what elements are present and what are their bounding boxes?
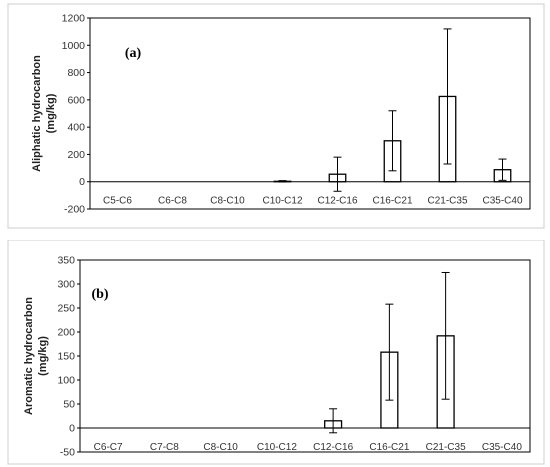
chart-frame [7, 240, 545, 465]
category-label: C8-C10 [203, 442, 238, 453]
chart-panel-a: -200 0 200 400 600 800 1000 1200 C5-C6 C6-C8 C8-C1… [0, 0, 550, 232]
category-label: C5-C6 [103, 196, 132, 207]
category-label: C12-C16 [317, 196, 357, 207]
y-tick-label: 1200 [62, 13, 86, 25]
chart-panel-b: -50 0 50 100 150 200 250 300 350 C6-C7 C7-C8 C8-C10… [0, 240, 550, 467]
plot-area [79, 259, 531, 453]
chart-frame [7, 3, 545, 229]
y-tick-label: 300 [57, 279, 75, 291]
plot-area [89, 17, 531, 210]
category-label: C21-C35 [427, 196, 467, 207]
y-axis-label-line1: Aromatic hydrocarbon [23, 297, 35, 415]
panel-label: (a) [125, 46, 142, 61]
y-axis-label-line1: Aliphatic hydrocarbon [31, 55, 43, 172]
y-axis-label: Aromatic hydrocarbon (mg/kg) [23, 297, 49, 415]
category-label: C8-C10 [210, 196, 245, 207]
y-axis-label: Aliphatic hydrocarbon (mg/kg) [31, 55, 57, 172]
category-label: C16-C21 [369, 442, 409, 453]
y-tick-label: 200 [67, 149, 85, 161]
y-tick-label: 150 [57, 351, 75, 363]
y-axis-label-line2: (mg/kg) [37, 336, 49, 376]
category-label: C6-C7 [94, 442, 123, 453]
category-label: C35-C40 [482, 442, 522, 453]
y-tick-label: 600 [67, 94, 85, 106]
y-tick-label: 350 [57, 255, 75, 267]
y-tick-label: -200 [64, 204, 85, 216]
y-tick-label: 400 [67, 122, 85, 134]
y-tick-label: 0 [69, 423, 75, 435]
y-tick-label: 250 [57, 303, 75, 315]
category-label: C12-C16 [313, 442, 353, 453]
y-axis-label-line2: (mg/kg) [45, 93, 57, 133]
category-label: C7-C8 [150, 442, 179, 453]
y-tick-label: 200 [57, 327, 75, 339]
y-tick-label: 50 [63, 399, 75, 411]
category-label: C21-C35 [426, 442, 466, 453]
aromatic-chart: -50 0 50 100 150 200 250 300 350 C6-C7 C7-C8 C8-C10… [7, 240, 545, 465]
y-tick-label: 100 [57, 375, 75, 387]
y-tick-label: 1000 [62, 40, 86, 52]
category-label: C10-C12 [257, 442, 297, 453]
category-label: C16-C21 [372, 196, 412, 207]
y-tick-label: -50 [60, 447, 75, 459]
y-tick-label: 0 [79, 176, 85, 188]
y-tick-label: 800 [67, 67, 85, 79]
category-label: C35-C40 [482, 196, 522, 207]
aliphatic-chart: -200 0 200 400 600 800 1000 1200 C5-C6 C6-C8 C8-C1… [7, 3, 545, 229]
category-label: C10-C12 [262, 196, 302, 207]
category-label: C6-C8 [158, 196, 187, 207]
panel-label: (b) [91, 287, 108, 302]
